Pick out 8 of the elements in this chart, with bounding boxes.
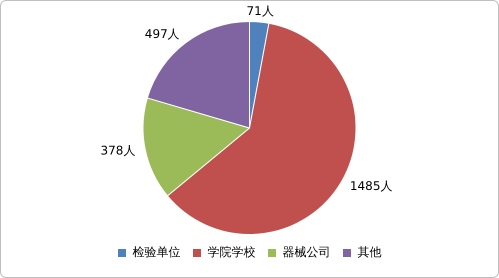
- legend-label: 检验单位: [132, 245, 180, 260]
- data-label: 497人: [144, 26, 180, 41]
- data-label: 71人: [246, 4, 274, 18]
- legend-label: 器械公司: [282, 245, 330, 260]
- data-label: 1485人: [350, 179, 392, 194]
- legend-label: 其他: [358, 245, 382, 260]
- legend-label: 学院学校: [208, 245, 256, 260]
- data-label: 378人: [100, 144, 136, 158]
